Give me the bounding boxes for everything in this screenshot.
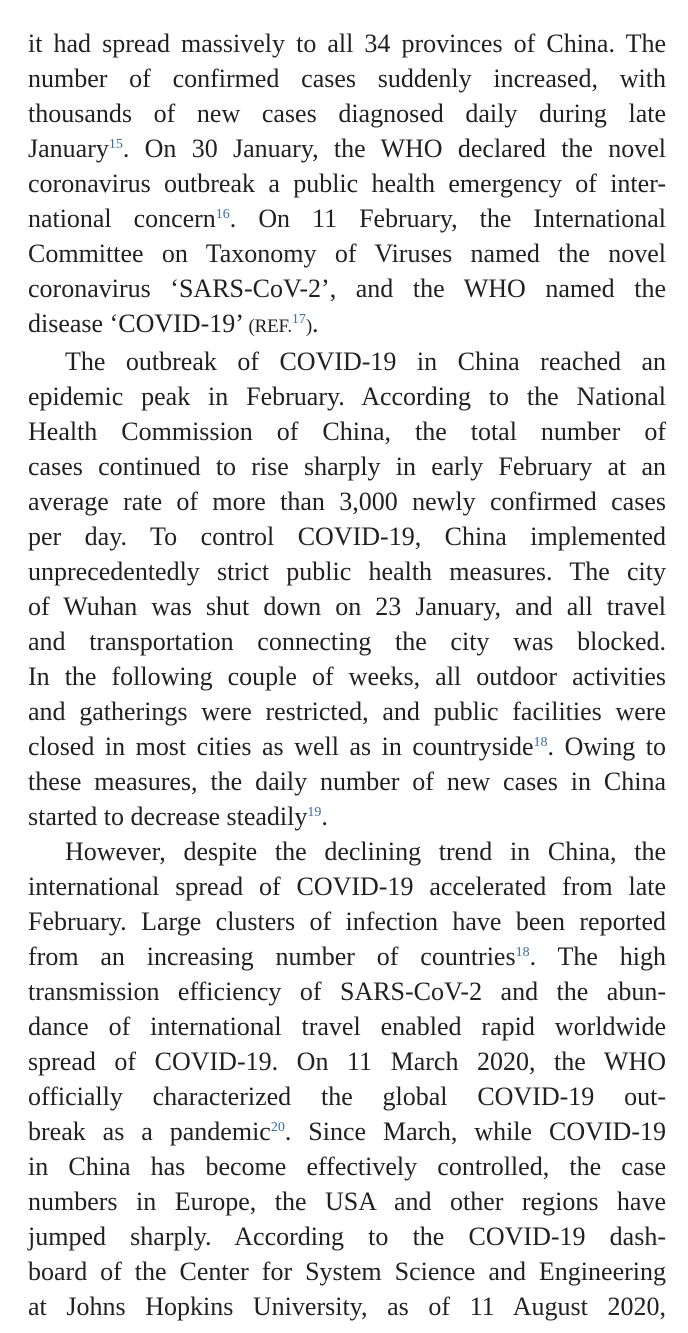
text-segment: unprecedentedly strict public health mea… <box>28 557 666 586</box>
text-line: and transportation connecting the city w… <box>28 624 666 659</box>
text-segment: in China has become effectively controll… <box>28 1152 666 1181</box>
text-line: started to decrease steadily19. <box>28 799 666 834</box>
text-line: thousands of new cases diagnosed daily d… <box>28 96 666 131</box>
text-segment: numbers in Europe, the USA and other reg… <box>28 1187 666 1216</box>
text-segment: epidemic peak in February. According to … <box>28 382 666 411</box>
text-line: break as a pandemic20. Since March, whil… <box>28 1114 666 1149</box>
text-segment: jumped sharply. According to the COVID-1… <box>28 1222 666 1251</box>
text-segment: of Wuhan was shut down on 23 January, an… <box>28 592 666 621</box>
body-paragraph: However, despite the declining trend in … <box>28 834 666 1324</box>
text-line: unprecedentedly strict public health mea… <box>28 554 666 589</box>
text-segment: closed in most cities as well as in coun… <box>28 732 534 761</box>
text-segment: it had spread massively to all 34 provin… <box>28 29 666 58</box>
text-line: dance of international travel enabled ra… <box>28 1009 666 1044</box>
text-line: at Johns Hopkins University, as of 11 Au… <box>28 1289 666 1324</box>
reference-citation[interactable]: 20 <box>270 1120 285 1135</box>
text-line: average rate of more than 3,000 newly co… <box>28 484 666 519</box>
text-segment: Committee on Taxonomy of Viruses named t… <box>28 239 666 268</box>
text-line: these measures, the daily number of new … <box>28 764 666 799</box>
text-segment: However, despite the declining trend in … <box>65 837 666 866</box>
text-line: February. Large clusters of infection ha… <box>28 904 666 939</box>
body-paragraph: The outbreak of COVID-19 in China reache… <box>28 344 666 834</box>
text-segment: cases continued to rise sharply in early… <box>28 452 666 481</box>
text-line: Health Commission of China, the total nu… <box>28 414 666 449</box>
text-line: international spread of COVID-19 acceler… <box>28 869 666 904</box>
text-segment: from an increasing number of countries <box>28 942 516 971</box>
reference-citation[interactable]: 18 <box>515 945 530 960</box>
text-line: per day. To control COVID-19, China impl… <box>28 519 666 554</box>
text-line: cases continued to rise sharply in early… <box>28 449 666 484</box>
text-line: it had spread massively to all 34 provin… <box>28 26 666 61</box>
text-segment: dance of international travel enabled ra… <box>28 1012 666 1041</box>
text-segment: number of confirmed cases suddenly incre… <box>28 64 666 93</box>
text-line: The outbreak of COVID-19 in China reache… <box>28 344 666 379</box>
text-segment: at Johns Hopkins University, as of 11 Au… <box>28 1292 666 1321</box>
text-segment: . Owing to <box>547 732 666 761</box>
text-segment: per day. To control COVID-19, China impl… <box>28 522 666 551</box>
text-line: numbers in Europe, the USA and other reg… <box>28 1184 666 1219</box>
text-line: coronavirus outbreak a public health eme… <box>28 166 666 201</box>
text-line: board of the Center for System Science a… <box>28 1254 666 1289</box>
text-line: jumped sharply. According to the COVID-1… <box>28 1219 666 1254</box>
text-segment: national concern <box>28 204 216 233</box>
text-segment: and transportation connecting the city w… <box>28 627 666 656</box>
text-segment: . <box>321 802 328 831</box>
text-segment: officially characterized the global COVI… <box>28 1082 666 1111</box>
text-line: In the following couple of weeks, all ou… <box>28 659 666 694</box>
text-segment: and gatherings were restricted, and publ… <box>28 697 666 726</box>
text-line: transmission efficiency of SARS-CoV-2 an… <box>28 974 666 1009</box>
text-line: closed in most cities as well as in coun… <box>28 729 666 764</box>
text-segment: disease ‘COVID-19’ <box>28 309 249 338</box>
text-segment: these measures, the daily number of new … <box>28 767 666 796</box>
text-segment: board of the Center for System Science a… <box>28 1257 666 1286</box>
reference-citation[interactable]: 17 <box>291 312 306 327</box>
text-segment: Health Commission of China, the total nu… <box>28 417 666 446</box>
text-line: However, despite the declining trend in … <box>28 834 666 869</box>
text-segment: spread of COVID-19. On 11 March 2020, th… <box>28 1047 666 1076</box>
text-line: from an increasing number of countries18… <box>28 939 666 974</box>
text-line: officially characterized the global COVI… <box>28 1079 666 1114</box>
text-segment: coronavirus outbreak a public health eme… <box>28 169 666 198</box>
text-line: coronavirus ‘SARS-CoV-2’, and the WHO na… <box>28 271 666 306</box>
reference-citation[interactable]: 18 <box>533 735 548 750</box>
text-segment: transmission efficiency of SARS-CoV-2 an… <box>28 977 666 1006</box>
text-segment: thousands of new cases diagnosed daily d… <box>28 99 666 128</box>
text-segment: January <box>28 134 109 163</box>
reference-citation[interactable]: 19 <box>307 805 322 820</box>
text-segment: . On 30 January, the WHO declared the no… <box>122 134 666 163</box>
text-segment: February. Large clusters of infection ha… <box>28 907 666 936</box>
text-segment: . Since March, while COVID-19 <box>284 1117 666 1146</box>
text-line: national concern16. On 11 February, the … <box>28 201 666 236</box>
text-line: Committee on Taxonomy of Viruses named t… <box>28 236 666 271</box>
text-segment: started to decrease steadily <box>28 802 308 831</box>
text-segment: . On 11 February, the International <box>229 204 666 233</box>
text-line: January15. On 30 January, the WHO declar… <box>28 131 666 166</box>
text-segment: international spread of COVID-19 acceler… <box>28 872 666 901</box>
reference-label: ) <box>305 316 313 337</box>
text-segment: In the following couple of weeks, all ou… <box>28 662 666 691</box>
text-segment: . <box>312 309 319 338</box>
text-segment: average rate of more than 3,000 newly co… <box>28 487 666 516</box>
text-segment: coronavirus ‘SARS-CoV-2’, and the WHO na… <box>28 274 666 303</box>
text-line: in China has become effectively controll… <box>28 1149 666 1184</box>
text-line: disease ‘COVID-19’ (REF.17). <box>28 306 666 344</box>
text-line: and gatherings were restricted, and publ… <box>28 694 666 729</box>
text-segment: . The high <box>529 942 666 971</box>
reference-citation[interactable]: 16 <box>215 207 230 222</box>
text-line: number of confirmed cases suddenly incre… <box>28 61 666 96</box>
text-line: of Wuhan was shut down on 23 January, an… <box>28 589 666 624</box>
reference-label: (REF. <box>248 316 292 337</box>
reference-citation[interactable]: 15 <box>108 137 123 152</box>
body-paragraph: it had spread massively to all 34 provin… <box>28 26 666 344</box>
text-line: spread of COVID-19. On 11 March 2020, th… <box>28 1044 666 1079</box>
text-line: epidemic peak in February. According to … <box>28 379 666 414</box>
text-segment: break as a pandemic <box>28 1117 271 1146</box>
text-segment: The outbreak of COVID-19 in China reache… <box>65 347 666 376</box>
